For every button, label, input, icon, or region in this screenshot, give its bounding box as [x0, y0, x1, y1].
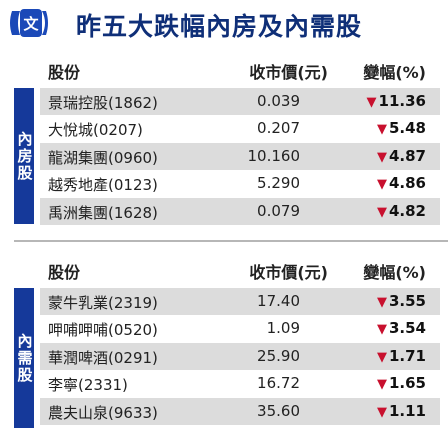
table-row: 蒙牛乳業(2319) 17.40 ▼ 3.55 — [40, 288, 440, 316]
close-price: 10.160 — [247, 146, 301, 165]
change-cell: ▼ 11.36 — [367, 92, 426, 110]
table-row: 景瑞控股(1862) 0.039 ▼ 11.36 — [40, 88, 440, 116]
close-price: 1.09 — [266, 319, 300, 338]
down-triangle-icon: ▼ — [376, 122, 387, 138]
page-title: 昨五大跌幅內房及內需股 — [76, 12, 363, 41]
change-value: 4.82 — [388, 201, 426, 220]
change-value: 4.86 — [388, 174, 426, 193]
close-price: 0.207 — [257, 119, 300, 138]
change-value: 3.55 — [388, 292, 426, 310]
stock-name: 李寧(2331) — [48, 376, 128, 395]
close-price: 0.039 — [257, 92, 300, 110]
down-triangle-icon: ▼ — [376, 404, 387, 420]
close-price: 35.60 — [257, 401, 300, 420]
table-body: 景瑞控股(1862) 0.039 ▼ 11.36 大悅城(0207) 0.207 … — [40, 88, 440, 225]
table-header: 股份 收市價(元) 變幅(%) — [40, 50, 440, 84]
stock-name: 越秀地產(0123) — [48, 176, 158, 195]
change-cell: ▼ 1.71 — [377, 347, 426, 365]
section-label-text: 內需股 — [15, 332, 34, 384]
change-cell: ▼ 5.48 — [377, 119, 426, 137]
stock-name: 景瑞控股(1862) — [48, 94, 158, 112]
down-triangle-icon: ▼ — [376, 349, 387, 365]
table-header: 股份 收市價(元) 變幅(%) — [40, 250, 440, 284]
stock-name: 大悅城(0207) — [48, 121, 143, 140]
newspaper-logo-icon: 文 — [10, 9, 48, 37]
column-header-change: 變幅(%) — [363, 263, 426, 282]
table-row: 農夫山泉(9633) 35.60 ▼ 1.11 — [40, 397, 440, 425]
change-cell: ▼ 3.54 — [377, 319, 426, 337]
change-value: 3.54 — [388, 319, 426, 338]
header: 文 昨五大跌幅內房及內需股 — [0, 0, 448, 46]
stock-name: 農夫山泉(9633) — [48, 403, 158, 422]
table-row: 龍湖集團(0960) 10.160 ▼ 4.87 — [40, 142, 440, 171]
change-value: 5.48 — [388, 119, 426, 138]
table-row: 華潤啤酒(0291) 25.90 ▼ 1.71 — [40, 342, 440, 371]
down-triangle-icon: ▼ — [376, 177, 387, 193]
section-label-text: 內房股 — [15, 130, 34, 182]
change-cell: ▼ 4.87 — [377, 147, 426, 165]
stock-name: 華潤啤酒(0291) — [48, 348, 158, 367]
change-value: 1.11 — [388, 401, 426, 420]
stock-name: 禹洲集團(1628) — [48, 203, 158, 222]
down-triangle-icon: ▼ — [376, 149, 387, 165]
consumer-section: 股份 收市價(元) 變幅(%) 內需股 蒙牛乳業(2319) 17.40 ▼ 3.… — [0, 250, 448, 428]
down-triangle-icon: ▼ — [376, 322, 387, 338]
column-header-price: 收市價(元) — [249, 63, 328, 82]
down-triangle-icon: ▼ — [366, 95, 377, 110]
stock-name: 龍湖集團(0960) — [48, 148, 158, 167]
change-cell: ▼ 1.11 — [377, 402, 426, 420]
change-cell: ▼ 4.82 — [377, 202, 426, 220]
stock-name: 呷哺呷哺(0520) — [48, 321, 158, 340]
close-price: 5.290 — [257, 174, 300, 193]
property-section: 股份 收市價(元) 變幅(%) 內房股 景瑞控股(1862) 0.039 ▼ 11… — [0, 50, 448, 236]
column-header-price: 收市價(元) — [249, 263, 328, 282]
table-row: 李寧(2331) 16.72 ▼ 1.65 — [40, 370, 440, 397]
table-row: 呷哺呷哺(0520) 1.09 ▼ 3.54 — [40, 315, 440, 342]
down-triangle-icon: ▼ — [376, 204, 387, 220]
section-label: 內房股 — [14, 88, 34, 224]
change-cell: ▼ 3.55 — [377, 292, 426, 310]
table-row: 禹洲集團(1628) 0.079 ▼ 4.82 — [40, 197, 440, 225]
close-price: 0.079 — [257, 201, 300, 220]
section-divider — [14, 240, 448, 242]
down-triangle-icon: ▼ — [376, 295, 387, 310]
change-value: 4.87 — [388, 146, 426, 165]
stock-name: 蒙牛乳業(2319) — [48, 294, 158, 312]
change-cell: ▼ 1.65 — [377, 374, 426, 392]
column-header-change: 變幅(%) — [363, 63, 426, 82]
table-body: 蒙牛乳業(2319) 17.40 ▼ 3.55 呷哺呷哺(0520) 1.09 ▼… — [40, 288, 440, 425]
down-triangle-icon: ▼ — [376, 377, 387, 393]
close-price: 16.72 — [257, 374, 300, 393]
change-value: 1.71 — [388, 346, 426, 365]
table-row: 大悅城(0207) 0.207 ▼ 5.48 — [40, 115, 440, 142]
svg-text:文: 文 — [23, 15, 39, 33]
section-label: 內需股 — [14, 288, 34, 428]
column-header-name: 股份 — [48, 263, 81, 282]
change-value: 11.36 — [378, 92, 426, 110]
change-cell: ▼ 4.86 — [377, 174, 426, 192]
close-price: 25.90 — [257, 346, 300, 365]
close-price: 17.40 — [257, 292, 300, 310]
table-row: 越秀地產(0123) 5.290 ▼ 4.86 — [40, 170, 440, 197]
column-header-name: 股份 — [48, 63, 81, 82]
change-value: 1.65 — [388, 374, 426, 393]
